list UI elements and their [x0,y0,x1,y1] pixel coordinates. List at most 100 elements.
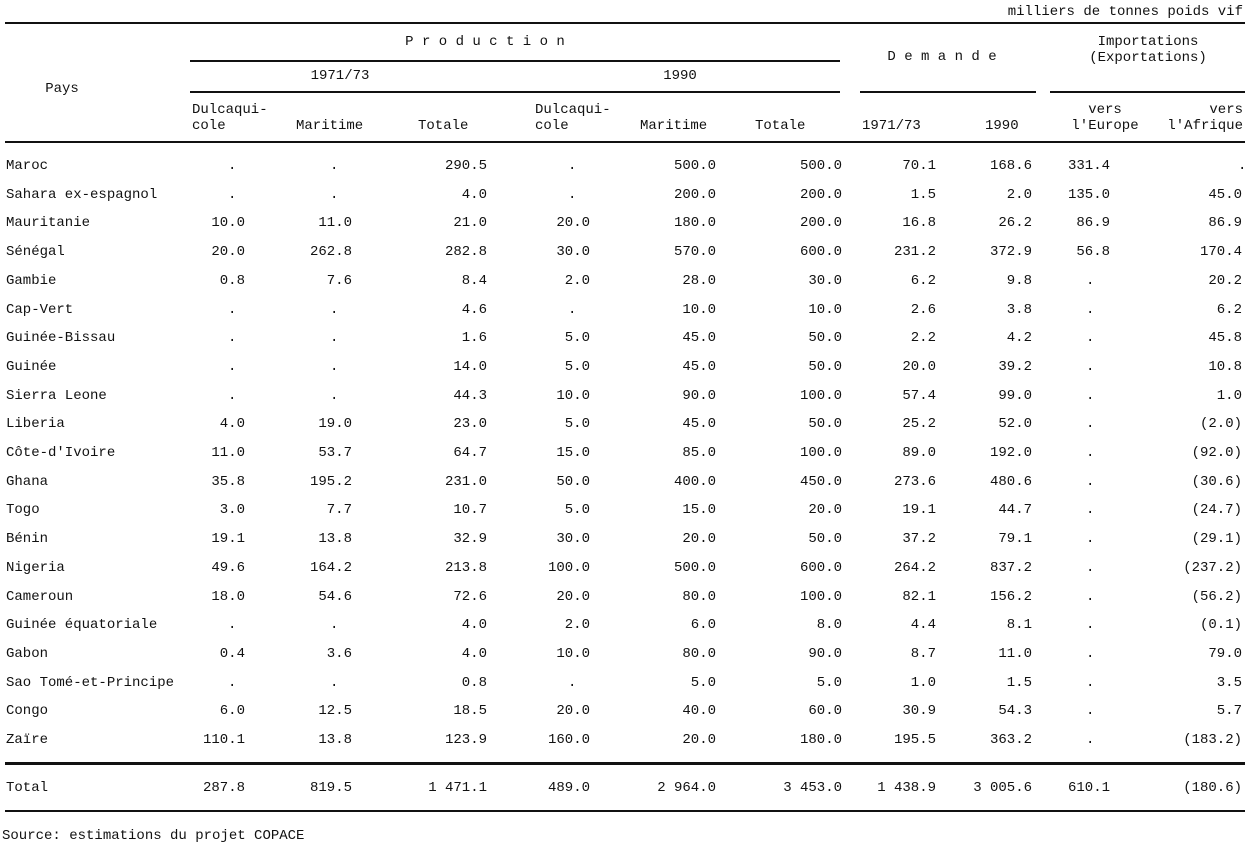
cell: 3.5 [1216,674,1242,691]
cell: 10.7 [453,502,487,519]
cell: 28.0 [682,272,716,289]
cell: 170.4 [1199,244,1242,261]
cell: . [568,186,577,203]
cell: 49.6 [211,559,245,576]
cell: 264.2 [893,559,936,576]
cell: 90.0 [682,387,716,404]
cell: . [1086,502,1095,519]
cell: 570.0 [673,244,716,261]
cell: 500.0 [673,559,716,576]
cell: 5.0 [564,358,590,375]
column-header: Dulcaqui- [535,102,611,118]
cell: 110.1 [202,732,245,748]
header: (Exportations) [1089,50,1207,66]
cell: 52.0 [998,416,1032,433]
cell: 287.8 [202,780,245,796]
cell: 54.6 [318,588,352,605]
cell: 89.0 [902,445,936,461]
cell: . [1086,732,1095,748]
cell: 489.0 [547,780,590,796]
cell: . [228,330,237,347]
cell: 10.0 [682,301,716,318]
cell: 10.8 [1208,358,1242,375]
cell: 85.0 [682,445,716,461]
cell: 50.0 [808,416,842,433]
cell: 30.0 [556,244,590,261]
cell: 500.0 [673,158,716,174]
cell: 192.0 [989,445,1032,461]
cell: 1.5 [910,186,936,203]
cell: 135.0 [1067,186,1110,203]
row-label: Gabon [6,645,49,662]
row-label: Nigeria [6,559,65,576]
cell: 35.8 [211,473,245,490]
cell: (0.1) [1199,617,1242,634]
cell: . [1086,330,1095,347]
cell: 19.1 [211,531,245,548]
row-label: Gambie [6,272,57,289]
column-header: cole [192,118,226,134]
cell: 363.2 [989,732,1032,748]
cell: 50.0 [808,531,842,548]
cell: 100.0 [799,588,842,605]
cell: 20.0 [556,703,590,720]
cell: 23.0 [453,416,487,433]
cell: 180.0 [799,732,842,748]
cell: 213.8 [444,559,487,576]
cell: 262.8 [309,244,352,261]
cell: . [1086,358,1095,375]
cell: 200.0 [673,186,716,203]
cell: 500.0 [799,158,842,174]
cell: 1.0 [1216,387,1242,404]
cell: 44.7 [998,502,1032,519]
cell: 57.4 [902,387,936,404]
cell: 19.1 [902,502,936,519]
cell: 20.0 [682,531,716,548]
cell: . [330,301,339,318]
cell: 60.0 [808,703,842,720]
cell: 26.2 [998,215,1032,232]
cell: 156.2 [989,588,1032,605]
cell: 6.2 [1216,301,1242,318]
cell: 6.2 [910,272,936,289]
row-label: Congo [6,703,49,720]
source-note: Source: estimations du projet COPACE [2,828,305,844]
cell: 160.0 [547,732,590,748]
row-label: Sao Tomé-et-Principe [6,674,175,691]
cell: 12.5 [318,703,352,720]
rule [1050,91,1245,93]
cell: 82.1 [902,588,936,605]
cell: 16.8 [902,215,936,232]
row-label: Guinée [6,358,57,375]
cell: 25.2 [902,416,936,433]
column-header: Totale [418,118,469,134]
cell: 5.0 [816,674,842,691]
cell: . [330,358,339,375]
cell: . [228,301,237,318]
cell: 50.0 [808,330,842,347]
cell: 4.2 [1006,330,1032,347]
cell: 20.0 [682,732,716,748]
cell: (30.6) [1191,473,1242,490]
cell: 90.0 [808,645,842,662]
cell: 4.0 [461,186,487,203]
cell: (180.6) [1183,780,1242,796]
cell: 45.0 [682,330,716,347]
rule [190,60,840,62]
cell: (24.7) [1191,502,1242,519]
cell: 400.0 [673,473,716,490]
cell: . [1086,645,1095,662]
cell: . [330,330,339,347]
cell: 6.0 [219,703,245,720]
cell: . [1086,531,1095,548]
cell: 32.9 [453,531,487,548]
row-label: Liberia [6,416,65,433]
header: Pays [45,81,79,97]
row-label: Côte-d'Ivoire [6,445,116,461]
cell: 100.0 [799,387,842,404]
cell: 79.0 [1208,645,1242,662]
cell: 11.0 [211,445,245,461]
cell: 372.9 [989,244,1032,261]
cell: 200.0 [799,186,842,203]
